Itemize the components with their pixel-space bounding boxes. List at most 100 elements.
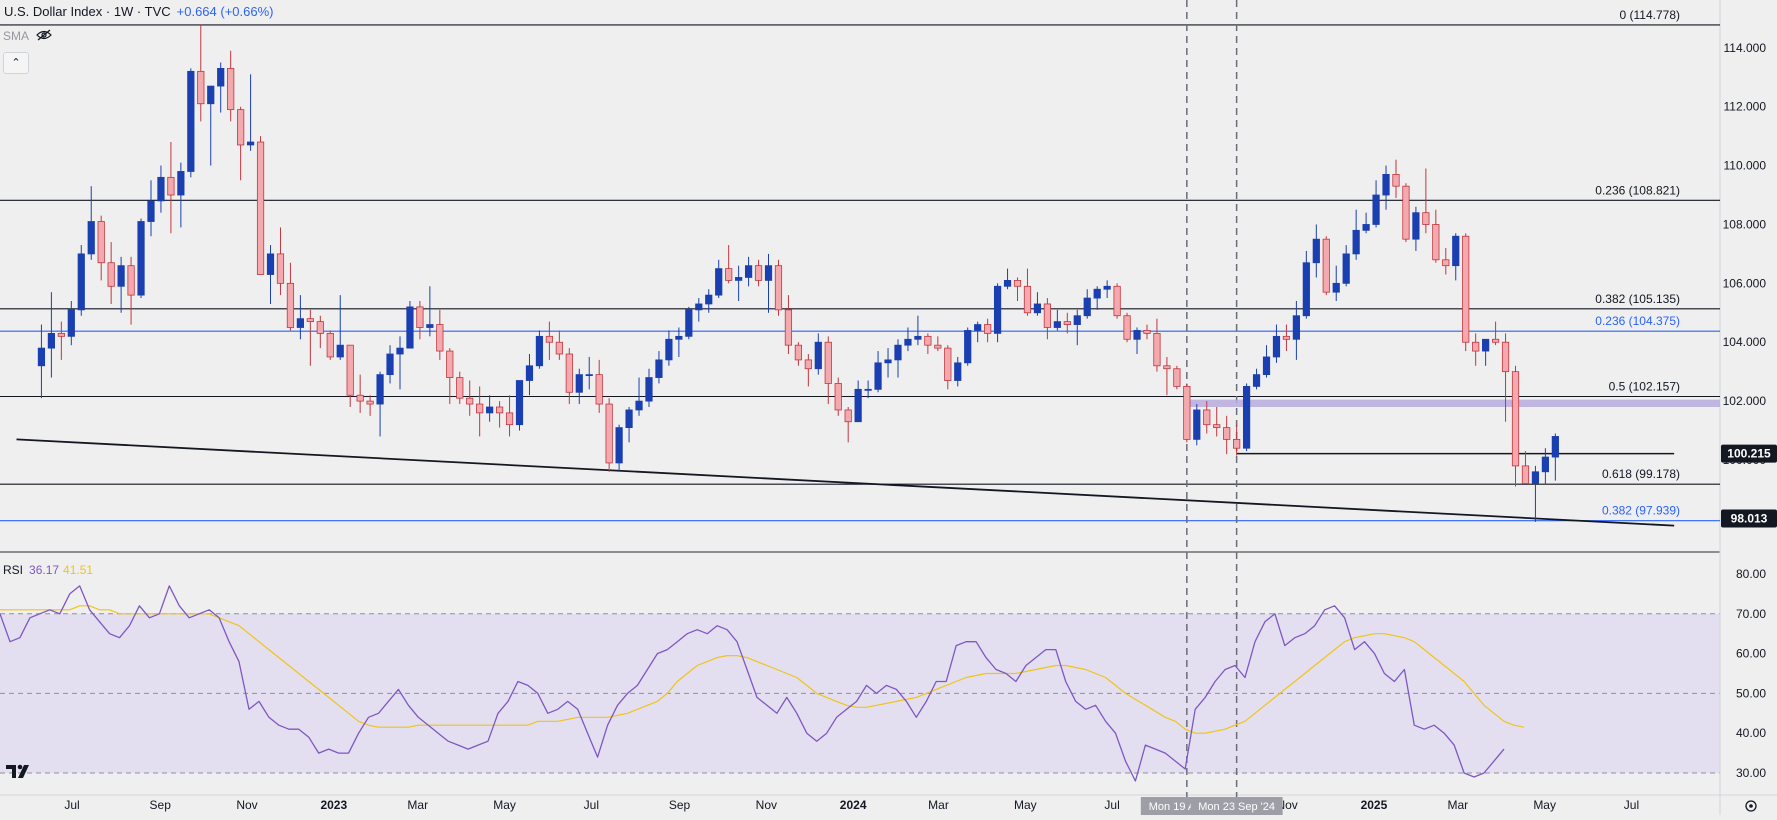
candle[interactable]: [1103, 280, 1111, 299]
candle[interactable]: [565, 348, 573, 405]
candle[interactable]: [605, 398, 613, 472]
candle[interactable]: [1063, 312, 1071, 334]
candle[interactable]: [356, 374, 364, 413]
candle[interactable]: [1322, 236, 1330, 296]
candle[interactable]: [834, 377, 842, 416]
candle[interactable]: [1392, 159, 1400, 198]
candle[interactable]: [725, 245, 733, 284]
candle[interactable]: [386, 345, 394, 384]
tradingview-logo-icon[interactable]: [6, 763, 36, 779]
candle[interactable]: [1482, 338, 1490, 366]
candle[interactable]: [1223, 415, 1231, 455]
candle[interactable]: [246, 74, 255, 151]
candle[interactable]: [934, 336, 942, 352]
candle[interactable]: [884, 348, 892, 378]
candle[interactable]: [625, 407, 633, 443]
candle[interactable]: [1183, 383, 1191, 443]
candle[interactable]: [1203, 401, 1211, 434]
candle[interactable]: [1531, 465, 1540, 522]
candle[interactable]: [57, 321, 65, 360]
candle[interactable]: [107, 242, 115, 304]
candle[interactable]: [585, 356, 593, 390]
candle[interactable]: [705, 289, 713, 313]
candle[interactable]: [1143, 324, 1151, 340]
settings-gear-icon[interactable]: [1745, 800, 1757, 812]
candle[interactable]: [645, 368, 653, 408]
candle[interactable]: [784, 295, 793, 355]
candle[interactable]: [276, 227, 285, 296]
candle[interactable]: [466, 380, 474, 416]
candle[interactable]: [1053, 309, 1061, 331]
candle[interactable]: [575, 368, 583, 405]
rsi-ma-line[interactable]: [0, 605, 1525, 734]
symbol-title[interactable]: U.S. Dollar Index · 1W · TVC: [4, 4, 171, 19]
candle[interactable]: [814, 333, 822, 375]
candle[interactable]: [97, 215, 105, 281]
candle[interactable]: [1133, 327, 1141, 355]
candle[interactable]: [675, 327, 683, 357]
candle[interactable]: [1272, 324, 1281, 363]
candle[interactable]: [167, 142, 175, 234]
candle[interactable]: [1491, 321, 1500, 346]
candle[interactable]: [1442, 248, 1450, 275]
rsi-line[interactable]: [0, 585, 1505, 782]
candle[interactable]: [505, 395, 514, 437]
candle[interactable]: [655, 351, 663, 384]
candle[interactable]: [1372, 180, 1380, 228]
candle[interactable]: [894, 339, 902, 378]
candle[interactable]: [794, 342, 802, 366]
candle[interactable]: [117, 256, 125, 313]
candle[interactable]: [376, 371, 384, 437]
candle[interactable]: [1282, 324, 1291, 352]
candle[interactable]: [326, 330, 334, 360]
candle[interactable]: [1412, 206, 1420, 251]
candle[interactable]: [1033, 292, 1042, 316]
candle[interactable]: [1402, 183, 1410, 243]
candle[interactable]: [197, 24, 205, 122]
candle[interactable]: [864, 380, 872, 399]
candle[interactable]: [266, 245, 275, 304]
candle[interactable]: [256, 136, 265, 275]
eye-crossed-icon[interactable]: [36, 29, 52, 41]
candle[interactable]: [914, 315, 922, 346]
candle[interactable]: [316, 315, 324, 349]
candle[interactable]: [446, 348, 454, 405]
candle[interactable]: [396, 336, 404, 390]
candle[interactable]: [366, 395, 374, 416]
candle[interactable]: [1511, 365, 1520, 487]
candle[interactable]: [804, 354, 812, 387]
candle[interactable]: [1213, 407, 1221, 437]
candle[interactable]: [1093, 286, 1101, 310]
candle[interactable]: [77, 245, 85, 316]
candle[interactable]: [1242, 383, 1251, 452]
candle[interactable]: [1013, 277, 1022, 302]
candle[interactable]: [1193, 404, 1201, 446]
candle[interactable]: [67, 301, 75, 346]
candle[interactable]: [486, 395, 494, 422]
candle[interactable]: [1163, 356, 1171, 396]
candle[interactable]: [1332, 265, 1340, 302]
candle[interactable]: [735, 265, 743, 302]
candle[interactable]: [296, 295, 304, 340]
candle[interactable]: [1003, 268, 1012, 290]
candle[interactable]: [306, 309, 314, 366]
candle[interactable]: [1362, 212, 1370, 234]
candle[interactable]: [1352, 209, 1360, 260]
candle[interactable]: [87, 186, 95, 260]
collapse-indicators-button[interactable]: ⌃: [3, 52, 29, 74]
candle[interactable]: [904, 327, 912, 352]
candle[interactable]: [844, 407, 852, 443]
candle[interactable]: [954, 356, 962, 387]
candle[interactable]: [426, 286, 434, 337]
candle[interactable]: [1023, 268, 1032, 316]
candle[interactable]: [993, 283, 1002, 343]
candle[interactable]: [217, 62, 225, 113]
candle[interactable]: [615, 424, 623, 472]
candle[interactable]: [416, 301, 424, 340]
candle[interactable]: [37, 324, 46, 399]
candle[interactable]: [1302, 250, 1310, 319]
candle[interactable]: [1472, 333, 1480, 366]
candle[interactable]: [525, 354, 534, 396]
candle[interactable]: [495, 401, 504, 428]
candle[interactable]: [545, 321, 553, 360]
